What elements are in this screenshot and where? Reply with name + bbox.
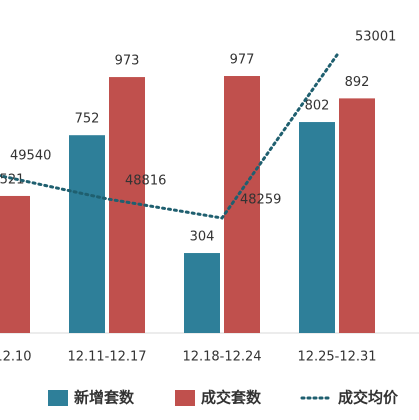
- value-label: 973: [115, 54, 140, 69]
- value-label: 892: [345, 75, 370, 90]
- legend-swatch: [48, 390, 68, 406]
- bar: [69, 135, 105, 333]
- bar: [299, 122, 335, 333]
- value-label: 752: [75, 112, 100, 127]
- value-label: 304: [190, 230, 215, 245]
- x-tick-label: 12.11-12.17: [67, 350, 146, 365]
- bar: [339, 98, 375, 333]
- bar: [184, 253, 220, 333]
- line: [0, 53, 339, 220]
- legend-label: 成交均价: [338, 389, 399, 407]
- legend-swatch: [175, 390, 195, 406]
- x-tick-label: 12.18-12.24: [182, 350, 261, 365]
- legend-label: 成交套数: [201, 389, 262, 407]
- legend-label: 新增套数: [74, 389, 135, 407]
- x-tick-label: 12.25-12.31: [297, 350, 376, 365]
- bar: [224, 76, 260, 333]
- value-label: 49540: [10, 148, 51, 163]
- x-tick-label: 12.04-12.10: [0, 350, 32, 365]
- value-label: 48259: [240, 192, 281, 207]
- value-label: 53001: [355, 29, 396, 44]
- bar: [0, 195, 30, 333]
- value-label: 802: [305, 99, 330, 114]
- value-label: 977: [230, 53, 255, 68]
- value-label: 48816: [125, 173, 166, 188]
